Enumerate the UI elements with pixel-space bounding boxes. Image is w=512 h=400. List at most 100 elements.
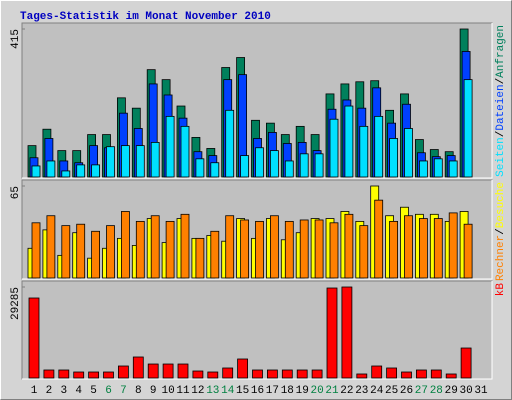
bar (284, 220, 294, 279)
x-tick-label: 4 (75, 385, 82, 397)
legend-entry: kB (495, 283, 507, 297)
x-tick-label: 13 (206, 385, 219, 397)
y-tick-label: 29285 (10, 287, 22, 320)
legend-entry: Besuche (495, 182, 507, 228)
bar (240, 155, 250, 178)
bar (150, 215, 160, 279)
bar (374, 115, 384, 178)
bar (46, 160, 56, 178)
bar (281, 369, 293, 379)
bar (344, 213, 354, 279)
bar (299, 219, 309, 279)
bar (463, 223, 473, 279)
bar (106, 146, 115, 178)
x-tick-label: 29 (445, 385, 458, 397)
bar (252, 369, 263, 379)
x-tick-label: 15 (236, 385, 249, 397)
x-tick-label: 3 (60, 385, 67, 397)
legend-separator: / (495, 78, 507, 85)
bar (269, 150, 279, 178)
y-tick-label: 415 (10, 29, 22, 49)
bar (433, 158, 443, 178)
bar (147, 363, 159, 379)
x-tick-label: 24 (370, 385, 384, 397)
legend-entry: Dateien (495, 84, 507, 130)
bar (76, 164, 86, 178)
legend: Rechner/Besuche (495, 182, 507, 281)
x-tick-label: 17 (266, 385, 279, 397)
bar (448, 160, 458, 178)
bar (106, 225, 115, 279)
bar (374, 199, 384, 279)
bar (404, 128, 413, 178)
bar (210, 162, 220, 178)
bar (448, 212, 458, 279)
bar (359, 225, 369, 279)
x-tick-label: 22 (340, 385, 353, 397)
bar (165, 115, 175, 178)
bar (418, 160, 428, 178)
x-tick-label: 20 (310, 385, 323, 397)
x-tick-label: 6 (105, 385, 112, 397)
bar (88, 371, 99, 379)
legend-entry: Anfragen (495, 25, 507, 78)
bar (210, 230, 220, 279)
bar (177, 363, 189, 379)
bar (445, 373, 457, 379)
bar (296, 369, 308, 379)
legend-entry: Rechner (495, 235, 507, 281)
bar (46, 215, 56, 279)
bar (344, 105, 354, 178)
bar (43, 369, 55, 379)
y-tick-label: 65 (10, 186, 22, 199)
x-tick-label: 12 (191, 385, 204, 397)
bar (192, 370, 204, 379)
bar (311, 369, 323, 379)
bar (180, 125, 190, 178)
bar (314, 219, 324, 279)
panel-bevel (22, 180, 493, 280)
bar (255, 220, 264, 279)
bar (389, 220, 399, 279)
bar (58, 369, 70, 379)
legend-separator: / (495, 131, 507, 138)
bar (371, 365, 383, 379)
bar (359, 125, 369, 178)
bar (195, 237, 205, 279)
legend-separator: / (495, 228, 507, 235)
bar (430, 369, 442, 379)
bar (150, 142, 160, 178)
x-tick-label: 2 (46, 385, 53, 397)
bar (356, 373, 368, 379)
bar (463, 79, 473, 178)
panel-bevel (22, 281, 493, 380)
x-tick-label: 14 (221, 385, 235, 397)
bar (61, 170, 71, 178)
x-tick-label: 21 (325, 385, 339, 397)
bar (165, 220, 175, 279)
legend: kB (495, 283, 507, 297)
bar (162, 363, 174, 379)
bar (91, 230, 100, 279)
bar (255, 147, 264, 178)
bar (121, 145, 130, 178)
bar (389, 138, 399, 178)
bar (404, 215, 413, 279)
x-tick-label: 26 (400, 385, 413, 397)
x-tick-label: 16 (251, 385, 264, 397)
x-tick-label: 18 (281, 385, 294, 397)
bar (103, 371, 114, 379)
bar (329, 222, 339, 279)
bar (284, 160, 294, 178)
bar (341, 286, 353, 379)
x-tick-label: 8 (135, 385, 142, 397)
panel (21, 280, 493, 380)
x-tick-label: 7 (120, 385, 127, 397)
bar (225, 215, 235, 279)
bar (329, 118, 339, 178)
bar (418, 218, 428, 279)
bar (415, 369, 427, 379)
bar (135, 145, 145, 178)
x-tick-label: 10 (161, 385, 174, 397)
panel-bevel (22, 23, 493, 179)
